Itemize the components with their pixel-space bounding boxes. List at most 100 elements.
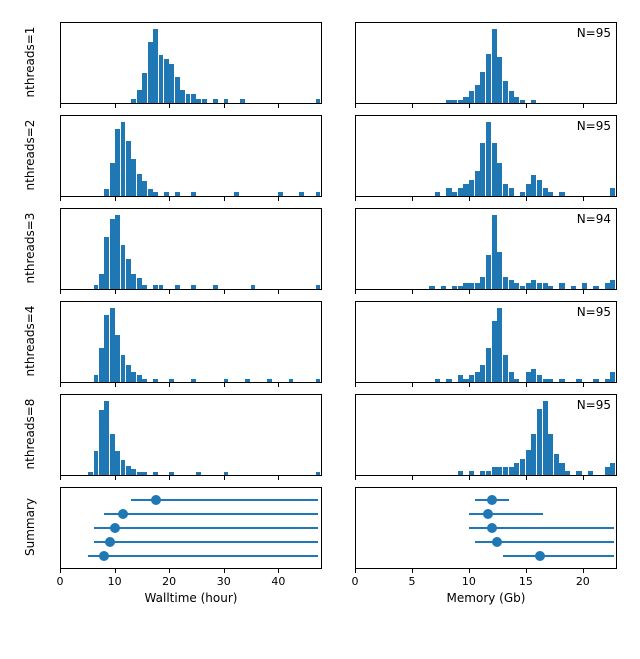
row-ylabel: nthreads=3 — [23, 208, 37, 288]
summary-median — [487, 523, 497, 533]
hist-bar — [492, 143, 497, 196]
row-ylabel: nthreads=1 — [23, 22, 37, 102]
hist-bar — [565, 471, 570, 475]
hist-bar — [126, 259, 131, 289]
hist-bar — [115, 451, 120, 475]
hist-bar — [480, 277, 485, 289]
hist-bar — [169, 64, 174, 103]
hist-bar — [497, 308, 502, 382]
xtick — [115, 569, 116, 573]
hist-bar — [153, 472, 158, 475]
summary-range — [88, 555, 318, 557]
xtick — [355, 383, 356, 387]
hist-bar — [267, 379, 272, 382]
column-xlabel: Memory (Gb) — [426, 591, 546, 605]
hist-bar — [543, 401, 548, 475]
hist-bar — [131, 274, 136, 289]
hist-bar — [104, 237, 109, 289]
xtick — [60, 476, 61, 480]
xtick — [526, 197, 527, 201]
hist-bar — [213, 285, 218, 289]
hist-bar — [299, 192, 304, 196]
xtick — [355, 104, 356, 108]
hist-bar — [526, 184, 531, 196]
xtick — [469, 104, 470, 108]
hist-bar — [492, 215, 497, 289]
hist-bar — [509, 372, 514, 382]
hist-bar — [548, 379, 553, 382]
hist-bar — [520, 459, 525, 475]
hist-bar — [159, 55, 164, 103]
hist-bar — [520, 100, 525, 103]
hist-bar — [537, 409, 542, 475]
hist-bar — [559, 192, 564, 196]
hist-bar — [121, 122, 126, 196]
hist-bar — [316, 472, 321, 475]
hist-bar — [503, 467, 508, 475]
hist-bar — [289, 379, 294, 382]
xtick — [60, 569, 61, 573]
hist-bar — [137, 90, 142, 103]
xtick — [526, 476, 527, 480]
xtick — [60, 290, 61, 294]
xtick — [169, 104, 170, 108]
hist-bar — [514, 283, 519, 289]
summary-range — [469, 513, 542, 515]
hist-bar — [463, 184, 468, 196]
row-ylabel: nthreads=4 — [23, 301, 37, 381]
hist-bar — [526, 450, 531, 475]
hist-bar — [559, 283, 564, 289]
summary-median — [118, 509, 128, 519]
summary-median — [492, 537, 502, 547]
hist-bar — [543, 188, 548, 196]
hist-bar — [486, 122, 491, 196]
xtick — [278, 197, 279, 201]
row-ylabel: Summary — [23, 487, 37, 567]
hist-bar — [475, 85, 480, 104]
hist-bar — [234, 192, 239, 196]
xtick — [469, 569, 470, 573]
summary-median — [487, 495, 497, 505]
hist-bar — [520, 286, 525, 289]
hist-bar — [153, 29, 158, 103]
n-annotation: N=94 — [577, 212, 611, 226]
hist-bar — [137, 278, 142, 289]
hist-bar — [110, 219, 115, 289]
hist-bar — [121, 355, 126, 382]
xtick — [355, 569, 356, 573]
hist-bar — [142, 181, 147, 196]
hist-bar — [486, 471, 491, 475]
hist-bar — [115, 215, 120, 289]
hist-bar — [104, 401, 109, 475]
hist-bar — [137, 375, 142, 382]
hist-bar — [458, 286, 463, 289]
hist-bar — [576, 471, 581, 475]
xtick — [115, 197, 116, 201]
hist-bar — [480, 72, 485, 103]
hist-bar — [435, 379, 440, 382]
hist-bar — [159, 285, 164, 289]
hist-bar — [153, 285, 158, 289]
hist-bar — [316, 285, 321, 289]
hist-bar — [153, 379, 158, 382]
n-annotation: N=95 — [577, 305, 611, 319]
xtick — [412, 476, 413, 480]
hist-bar — [441, 286, 446, 289]
summary-median — [535, 551, 545, 561]
xtick — [526, 290, 527, 294]
hist-bar — [137, 472, 142, 475]
hist-bar — [526, 372, 531, 382]
column-xlabel: Walltime (hour) — [131, 591, 251, 605]
hist-bar — [142, 73, 147, 103]
hist-bar — [503, 81, 508, 103]
hist-bar — [224, 99, 229, 103]
xtick — [526, 104, 527, 108]
hist-bar — [458, 375, 463, 382]
hist-bar — [142, 379, 147, 382]
xtick — [583, 290, 584, 294]
xtick — [115, 104, 116, 108]
hist-bar — [503, 184, 508, 196]
hist-bar — [610, 280, 615, 289]
panel-r3-c0 — [60, 301, 322, 383]
xtick — [60, 104, 61, 108]
